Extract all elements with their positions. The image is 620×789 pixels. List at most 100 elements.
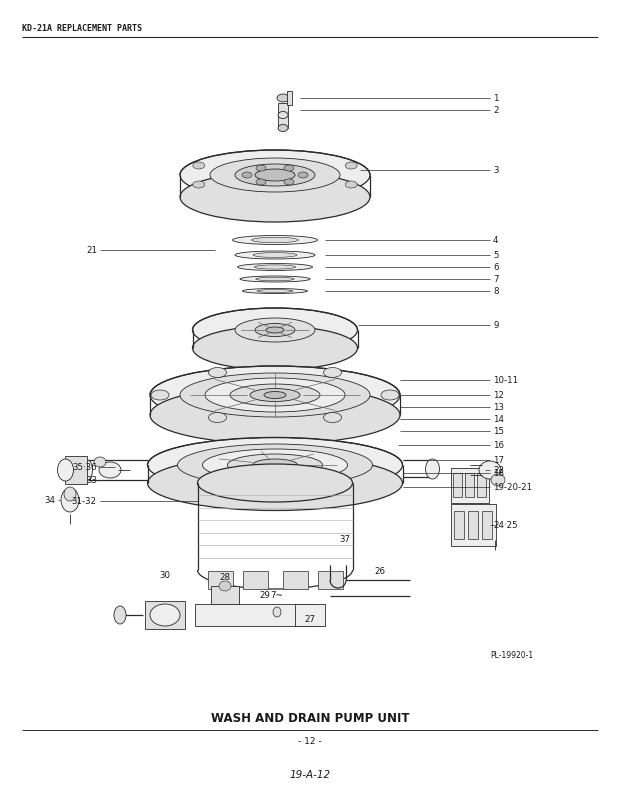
Ellipse shape <box>255 323 295 336</box>
Ellipse shape <box>284 165 294 171</box>
Ellipse shape <box>151 390 169 400</box>
Text: 17: 17 <box>493 455 504 465</box>
Text: 3: 3 <box>493 166 498 174</box>
Ellipse shape <box>491 474 505 486</box>
Ellipse shape <box>235 251 315 259</box>
Text: 28: 28 <box>219 573 231 581</box>
Ellipse shape <box>82 460 92 480</box>
Ellipse shape <box>235 164 315 186</box>
Text: WASH AND DRAIN PUMP UNIT: WASH AND DRAIN PUMP UNIT <box>211 712 409 724</box>
Bar <box>283 571 308 589</box>
Text: KD-21A REPLACEMENT PARTS: KD-21A REPLACEMENT PARTS <box>22 24 142 32</box>
Bar <box>242 571 267 589</box>
Text: 8: 8 <box>493 286 498 296</box>
Ellipse shape <box>254 265 296 269</box>
Text: 1: 1 <box>493 94 498 103</box>
Ellipse shape <box>150 604 180 626</box>
Text: 37: 37 <box>340 536 350 544</box>
Text: 31-32: 31-32 <box>72 496 97 506</box>
Text: 10-11: 10-11 <box>493 376 518 384</box>
Text: 26: 26 <box>374 567 386 577</box>
Ellipse shape <box>148 437 402 492</box>
Ellipse shape <box>256 165 266 171</box>
Ellipse shape <box>210 158 340 192</box>
Ellipse shape <box>235 318 315 342</box>
Text: 24·25: 24·25 <box>493 521 518 529</box>
Ellipse shape <box>228 454 322 476</box>
Ellipse shape <box>192 308 358 352</box>
Ellipse shape <box>203 449 347 481</box>
Ellipse shape <box>255 169 295 181</box>
Text: - 12 -: - 12 - <box>298 738 322 746</box>
Ellipse shape <box>324 413 342 423</box>
Bar <box>482 511 492 539</box>
Bar <box>453 473 461 497</box>
Text: 7~: 7~ <box>270 590 283 600</box>
Bar <box>317 571 342 589</box>
Bar <box>451 468 489 503</box>
Bar <box>195 604 315 626</box>
Text: 27: 27 <box>304 615 316 625</box>
Ellipse shape <box>150 366 400 424</box>
Text: eReplacementParts.com: eReplacementParts.com <box>188 383 342 397</box>
Text: 16: 16 <box>493 440 504 450</box>
Ellipse shape <box>208 413 226 423</box>
Ellipse shape <box>148 455 402 510</box>
Text: 19-A-12: 19-A-12 <box>290 770 330 780</box>
Ellipse shape <box>479 461 501 479</box>
Ellipse shape <box>252 237 298 243</box>
Ellipse shape <box>180 172 370 222</box>
Ellipse shape <box>278 111 288 118</box>
Ellipse shape <box>61 488 79 512</box>
Bar <box>468 511 478 539</box>
Ellipse shape <box>192 326 358 370</box>
Text: 4: 4 <box>493 235 498 245</box>
Bar <box>208 571 232 589</box>
Text: 7: 7 <box>493 275 498 283</box>
Text: 33: 33 <box>86 476 97 484</box>
Ellipse shape <box>284 179 294 185</box>
Ellipse shape <box>193 181 205 188</box>
Bar <box>211 586 239 604</box>
Text: 29: 29 <box>260 590 270 600</box>
Ellipse shape <box>255 277 294 281</box>
Ellipse shape <box>232 235 317 245</box>
Ellipse shape <box>177 444 373 486</box>
Ellipse shape <box>381 390 399 400</box>
Text: 30: 30 <box>159 570 170 579</box>
Ellipse shape <box>242 172 252 178</box>
Ellipse shape <box>252 459 298 471</box>
Text: 18: 18 <box>493 469 504 477</box>
Ellipse shape <box>58 459 74 481</box>
Text: 15: 15 <box>493 427 504 436</box>
Ellipse shape <box>114 606 126 624</box>
Ellipse shape <box>180 150 370 200</box>
Ellipse shape <box>324 368 342 377</box>
Ellipse shape <box>94 457 106 467</box>
Text: PL-19920-1: PL-19920-1 <box>490 650 533 660</box>
Ellipse shape <box>264 391 286 398</box>
Ellipse shape <box>64 487 76 501</box>
Text: 2: 2 <box>493 106 498 114</box>
Ellipse shape <box>198 464 353 502</box>
Ellipse shape <box>219 581 231 591</box>
Text: 13: 13 <box>493 402 504 412</box>
Ellipse shape <box>237 264 312 271</box>
Ellipse shape <box>150 386 400 444</box>
Bar <box>295 604 325 626</box>
Ellipse shape <box>230 384 320 406</box>
Bar <box>477 473 485 497</box>
Bar <box>145 601 185 629</box>
Ellipse shape <box>250 388 300 402</box>
Text: 14: 14 <box>493 414 504 424</box>
Bar <box>278 103 288 128</box>
Ellipse shape <box>273 607 281 617</box>
Ellipse shape <box>208 368 226 377</box>
Text: 22: 22 <box>493 466 504 474</box>
Ellipse shape <box>242 289 308 294</box>
Ellipse shape <box>278 125 288 132</box>
Text: 19-20-21: 19-20-21 <box>493 483 532 492</box>
Text: 12: 12 <box>493 391 504 399</box>
Bar <box>464 473 474 497</box>
Text: 6: 6 <box>493 263 498 271</box>
